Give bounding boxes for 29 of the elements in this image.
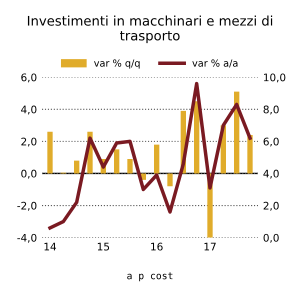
bar (154, 144, 160, 174)
legend-label: var % q/q (94, 59, 140, 69)
legend-label: var % a/a (192, 59, 238, 68)
bar (47, 132, 53, 174)
bar (167, 173, 173, 186)
y2-tick-label: 0,0 (264, 234, 279, 243)
x-tick-label: 15 (98, 242, 110, 251)
text: a p cost (127, 272, 172, 282)
y2-tick-label: 6,0 (264, 138, 279, 147)
x-tick-label: 16 (151, 242, 163, 251)
bar (234, 92, 240, 174)
x-tick-label: 14 (44, 242, 56, 250)
bar (114, 149, 120, 174)
bar (74, 160, 80, 174)
y-tick-label: 4,0 (21, 106, 36, 114)
bar (127, 159, 133, 174)
y-tick-label: 6,0 (21, 73, 36, 82)
y2-tick-label: 8,0 (264, 106, 279, 114)
bar (194, 101, 200, 174)
chart-title: Investimenti in macchinari e mezzi di trasporto (28, 16, 272, 44)
line-series (48, 82, 252, 230)
y-tick-label: -2,0 (17, 202, 36, 211)
y2-tick-label: 10,0 (264, 73, 286, 82)
y-tick-label: 0,0 (21, 170, 36, 179)
y2-tick-label: 4,0 (263, 170, 279, 179)
y-tick-label: -4,0 (17, 234, 36, 243)
x-tick-label: 17 (204, 242, 216, 250)
y-tick-label: 2,0 (21, 138, 36, 147)
y2-tick-label: 2,0 (264, 202, 279, 211)
